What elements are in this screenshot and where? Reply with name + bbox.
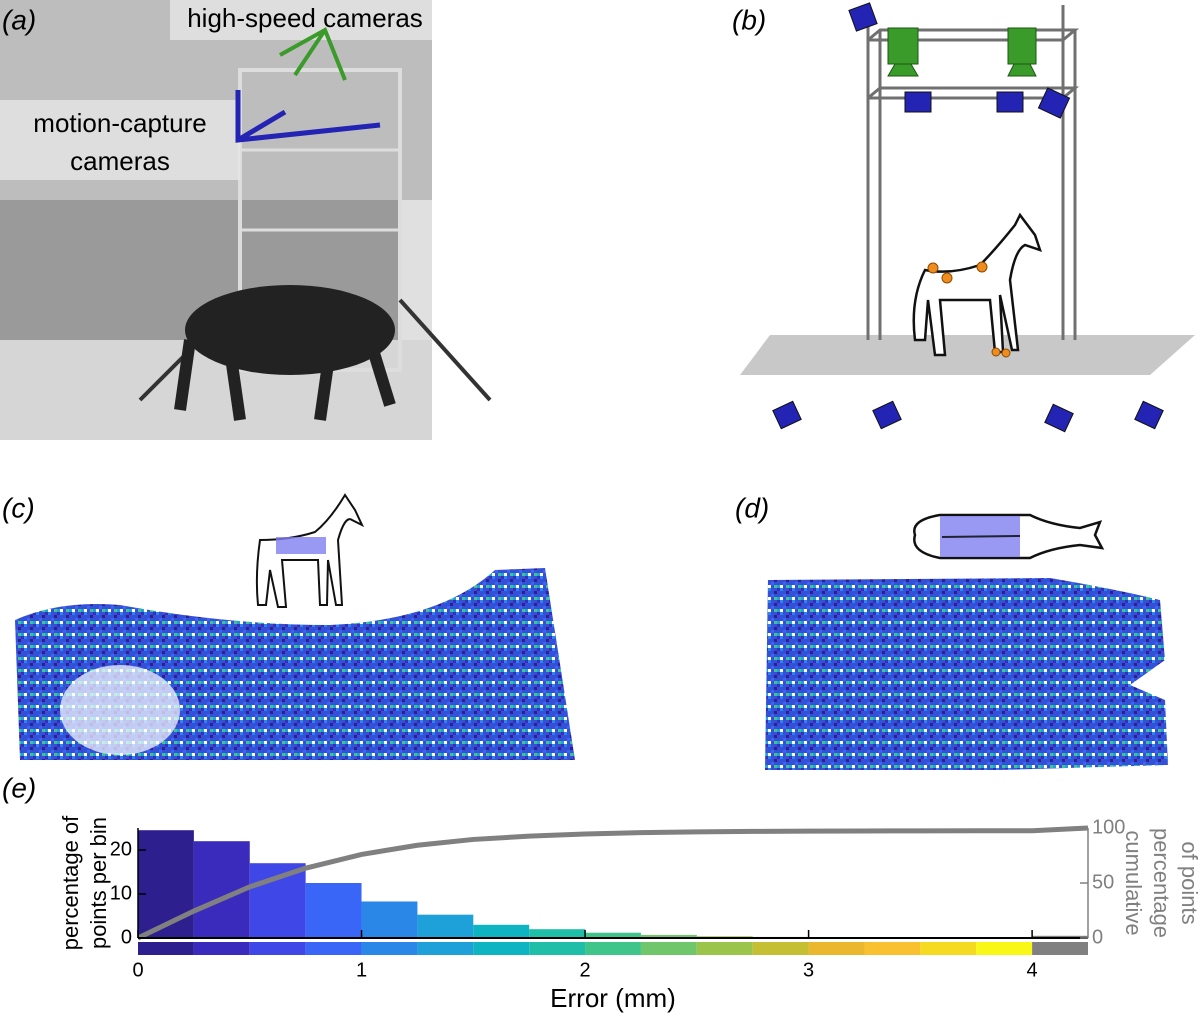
colorbar-segment [864,942,920,955]
photo [0,0,490,440]
y-tick-label: 20 [110,838,132,860]
x-tick-label: 2 [579,959,590,981]
colorbar-segment [976,942,1032,955]
colorbar-segment [194,942,250,955]
x-tick-label: 4 [1027,959,1038,981]
y2-axis-label: of points [1177,841,1200,924]
colorbar-segment [920,942,976,955]
panel-label: (a) [2,4,36,35]
colorbar-segment [138,942,194,955]
photo-label: cameras [70,146,170,176]
y-tick-label: 0 [121,926,132,948]
y2-axis-label: cumulative [1121,830,1146,935]
y2-axis-label: percentage [1149,828,1174,938]
colorbar-segment [1032,942,1088,955]
bar [417,915,473,938]
x-tick-label: 0 [132,959,143,981]
colorbar-segment [585,942,641,955]
bar [306,883,362,938]
colorbar-segment [473,942,529,955]
y2-tick-label: 100 [1092,816,1125,838]
panel-label: (e) [2,772,36,803]
colorbar-segment [250,942,306,955]
y2-tick-label: 0 [1092,926,1103,948]
x-tick-label: 3 [803,959,814,981]
bar [250,863,306,938]
colorbar-segment [753,942,809,955]
y-axis-label: points per bin [86,817,111,949]
photo-label: high-speed cameras [187,3,423,33]
x-tick-label: 1 [356,959,367,981]
panel-label: (c) [2,492,35,523]
photo-label: motion-capture [33,108,206,138]
bar [473,925,529,938]
colorbar-segment [809,942,865,955]
colorbar-segment [641,942,697,955]
y-axis-label: percentage of [58,815,83,950]
panel-label: (b) [732,4,766,35]
colorbar-segment [306,942,362,955]
bar [529,929,585,938]
x-axis-label: Error (mm) [550,983,676,1013]
heatmap [15,495,575,760]
colorbar-segment [362,942,418,955]
colorbar-segment [417,942,473,955]
colorbar-segment [529,942,585,955]
heatmap [765,515,1168,770]
panel-label: (d) [735,492,769,523]
bar [362,901,418,938]
y2-tick-label: 50 [1092,871,1114,893]
rig-diagram [740,3,1195,432]
y-tick-label: 10 [110,882,132,904]
colorbar-segment [697,942,753,955]
